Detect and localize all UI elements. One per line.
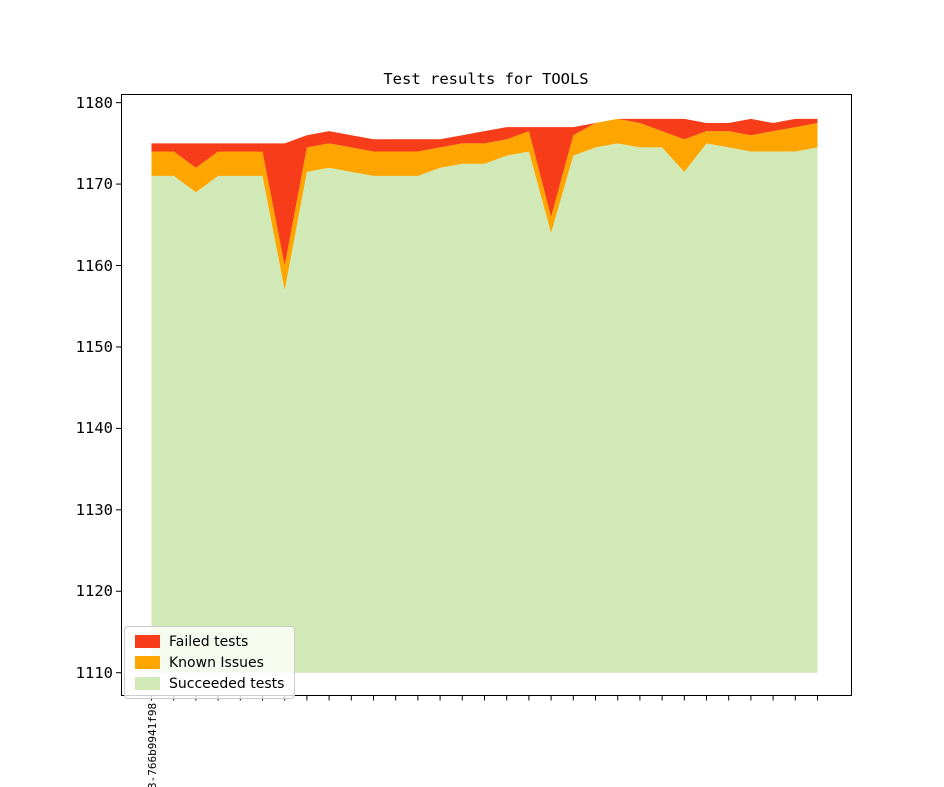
x-axis-tick-label: 3-766b9941f98 (146, 702, 159, 787)
y-axis-tick-label: 1150 (75, 337, 113, 356)
legend: Failed tests Known Issues Succeeded test… (124, 626, 296, 699)
legend-item-failed: Failed tests (135, 633, 284, 650)
succeeded-tests-area (151, 143, 818, 673)
y-axis-tick-label: 1160 (75, 256, 113, 275)
y-axis-tick-label: 1110 (75, 663, 113, 682)
y-axis-tick-label: 1180 (75, 93, 113, 112)
succeeded-tests-swatch (135, 677, 160, 690)
legend-item-succeeded: Succeeded tests (135, 675, 284, 692)
failed-tests-area (151, 118, 818, 266)
failed-tests-swatch (135, 635, 160, 648)
y-axis-tick-label: 1120 (75, 582, 113, 601)
plot-border (121, 94, 852, 696)
legend-label-known: Known Issues (169, 654, 264, 671)
legend-item-known: Known Issues (135, 654, 284, 671)
chart-title: Test results for TOOLS (383, 70, 589, 88)
y-axis-tick-label: 1140 (75, 419, 113, 438)
legend-label-failed: Failed tests (169, 633, 249, 650)
known-issues-swatch (135, 656, 160, 669)
y-axis-tick-label: 1130 (75, 500, 113, 519)
legend-label-succeeded: Succeeded tests (169, 675, 285, 692)
y-axis-tick-label: 1170 (75, 175, 113, 194)
known-issues-area (151, 118, 818, 290)
